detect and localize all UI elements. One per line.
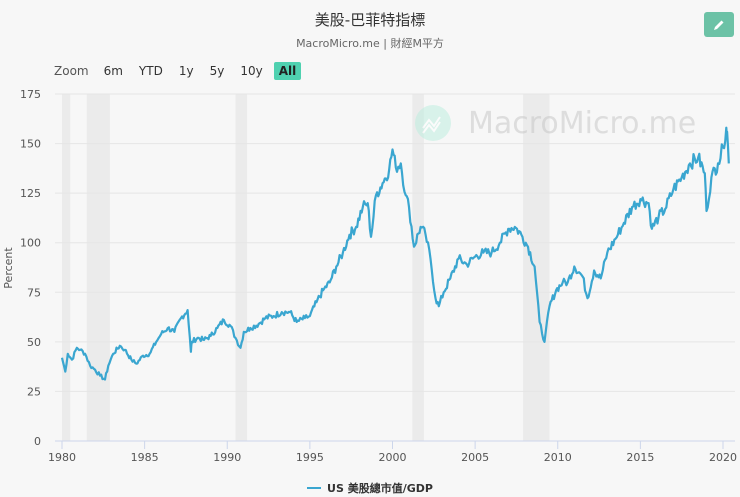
y-tick-label: 150 [20, 138, 41, 151]
x-tick-label: 2020 [709, 451, 737, 464]
y-tick-label: 0 [34, 435, 41, 448]
y-tick-label: 100 [20, 237, 41, 250]
y-tick-label: 175 [20, 88, 41, 101]
pencil-icon [714, 20, 724, 30]
x-tick-label: 1995 [296, 451, 324, 464]
y-axis-label: Percent [2, 247, 15, 289]
x-tick-label: 2010 [544, 451, 572, 464]
x-tick-label: 2000 [379, 451, 407, 464]
recession-band [235, 94, 248, 441]
y-tick-label: 50 [27, 336, 41, 349]
recession-band [86, 94, 110, 441]
watermark: MacroMicro.me [415, 105, 696, 141]
y-axis-ticks: 0 25 50 75 100 125 150 175 [20, 88, 41, 448]
range-button-all[interactable]: All [273, 62, 302, 80]
recession-band [412, 94, 424, 441]
recession-band [62, 94, 71, 441]
legend-label: US 美股總市值/GDP [327, 482, 433, 495]
legend[interactable]: US 美股總市值/GDP [0, 480, 740, 496]
range-button-6m[interactable]: 6m [103, 64, 123, 78]
edit-button[interactable] [704, 12, 734, 37]
range-button-5y[interactable]: 5y [209, 64, 225, 78]
y-tick-label: 75 [27, 286, 41, 299]
watermark-text: MacroMicro.me [468, 106, 696, 141]
range-button-1y[interactable]: 1y [178, 64, 194, 78]
x-axis-ticks: 1980 1985 1990 1995 2000 2005 2010 2015 2020 [48, 441, 737, 464]
recession-bands [62, 94, 550, 441]
x-tick-label: 1980 [48, 451, 76, 464]
chart-subtitle: MacroMicro.me | 財經M平方 [296, 37, 444, 50]
gridlines [55, 93, 735, 392]
range-selector: Zoom 6m YTD 1y 5y 10y All [54, 60, 307, 82]
x-tick-label: 1990 [213, 451, 241, 464]
recession-band [523, 94, 550, 441]
y-tick-label: 25 [27, 385, 41, 398]
x-tick-label: 1985 [131, 451, 159, 464]
range-button-ytd[interactable]: YTD [138, 64, 163, 78]
series-line-us-market-cap-gdp[interactable] [60, 126, 730, 381]
range-selector-label: Zoom [54, 64, 89, 78]
chart-title: 美股-巴菲特指標 [314, 11, 426, 29]
x-tick-label: 2005 [461, 451, 489, 464]
chart-logo-icon [422, 116, 441, 134]
x-tick-label: 2015 [626, 451, 654, 464]
legend-swatch [307, 487, 322, 489]
y-tick-label: 125 [20, 187, 41, 200]
range-button-10y[interactable]: 10y [240, 64, 263, 78]
